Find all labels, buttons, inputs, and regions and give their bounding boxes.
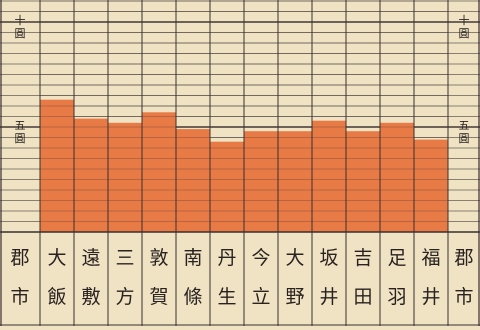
bar-10	[346, 131, 380, 232]
bar-1	[40, 99, 74, 232]
bar-4	[142, 112, 176, 232]
category-label-8: 大野	[285, 247, 304, 308]
bar-3	[108, 122, 142, 232]
category-label-12: 福井	[421, 247, 440, 308]
category-label-1: 大飯	[47, 247, 66, 308]
category-label-11: 足羽	[387, 247, 406, 308]
category-label-7: 今立	[251, 247, 270, 308]
category-label-6: 丹生	[217, 247, 236, 308]
category-label-2: 遠敷	[81, 247, 100, 308]
bar-5	[176, 129, 210, 232]
bar-9	[312, 120, 346, 232]
category-label-5: 南條	[183, 247, 202, 308]
axis-header-right: 郡市	[454, 247, 473, 308]
category-label-10: 吉田	[353, 247, 372, 308]
y-tick-label-1-left: 十圓	[15, 13, 26, 40]
bar-8	[278, 131, 312, 232]
y-tick-label-2-right: 五圓	[459, 119, 470, 145]
category-label-3: 三方	[115, 247, 134, 308]
bar-2	[74, 118, 108, 232]
bar-7	[244, 131, 278, 232]
axis-header-left: 郡市	[10, 247, 29, 308]
category-label-9: 坂井	[319, 247, 338, 308]
bar-11	[380, 122, 414, 232]
y-tick-label-2-left: 五圓	[15, 119, 26, 145]
y-tick-label-1-right: 十圓	[459, 13, 470, 40]
category-label-4: 敦賀	[149, 247, 168, 308]
bar-6	[210, 141, 244, 232]
bar-12	[414, 139, 448, 232]
